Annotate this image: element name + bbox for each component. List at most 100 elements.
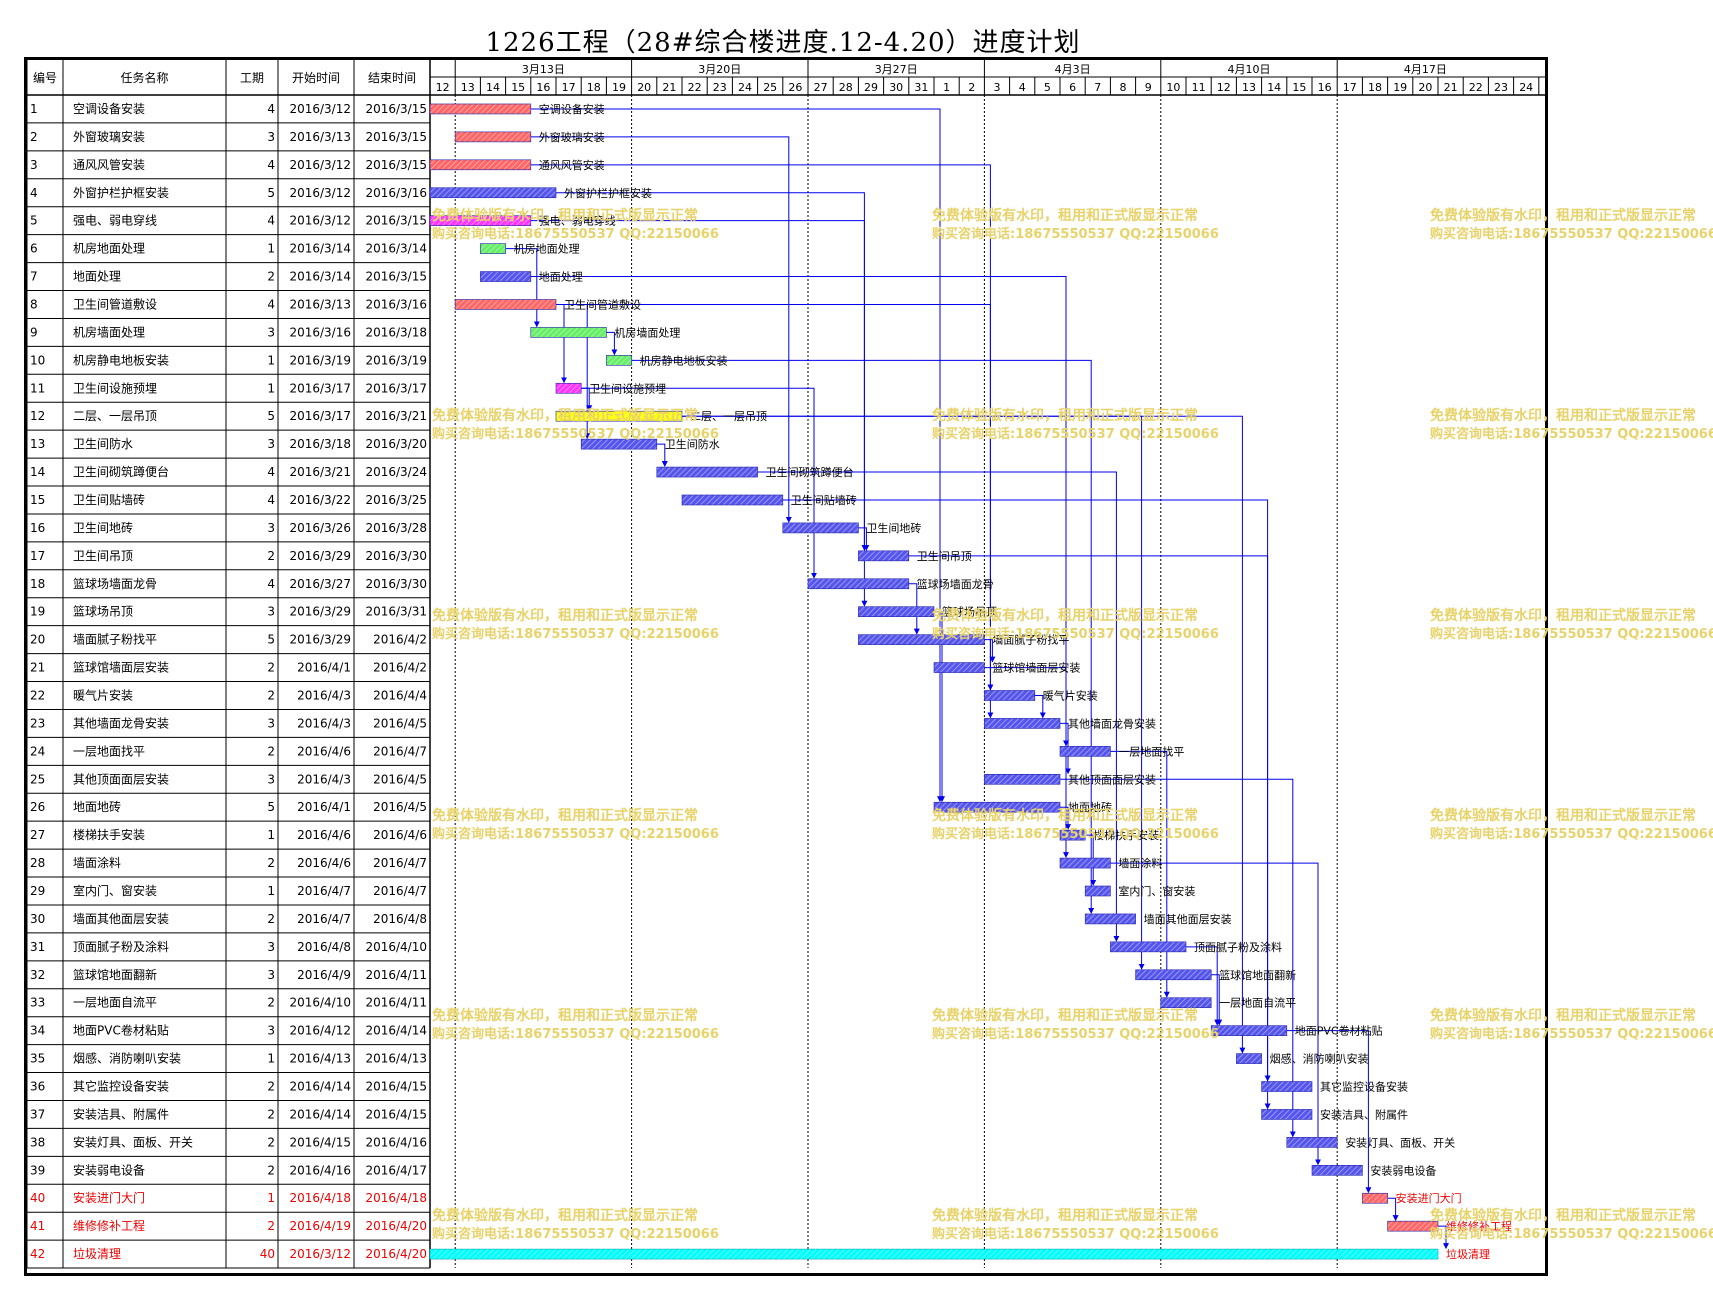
task-end: 2016/4/15 <box>365 1107 427 1121</box>
dependency-link <box>858 527 870 551</box>
task-end: 2016/3/20 <box>365 437 427 451</box>
task-bar <box>1059 829 1086 841</box>
task-name: 卫生间设施预埋 <box>73 381 157 395</box>
day-label: 13 <box>461 81 475 94</box>
task-end: 2016/4/20 <box>365 1247 427 1261</box>
task-id: 7 <box>30 270 38 284</box>
task-id: 16 <box>30 521 45 535</box>
task-end: 2016/4/2 <box>373 661 427 675</box>
watermark-line1: 免费体验版有水印，租用和正式版显示正常 <box>432 1007 698 1024</box>
dependency-link <box>1286 1030 1372 1194</box>
bar-label: 通风风管安装 <box>539 158 605 172</box>
task-bar <box>429 103 532 115</box>
watermark-line1: 免费体验版有水印，租用和正式版显示正常 <box>432 607 698 624</box>
task-duration: 5 <box>267 633 275 647</box>
watermark-line2: 购买咨询电话:18675550537 QQ:22150066 <box>1430 626 1713 642</box>
day-label: 20 <box>1418 81 1432 94</box>
bar-label: 外窗玻璃安装 <box>539 130 605 144</box>
watermark-line2: 购买咨询电话:18675550537 QQ:22150066 <box>932 226 1219 242</box>
task-start: 2016/3/29 <box>289 549 351 563</box>
day-label: 26 <box>788 81 802 94</box>
bar-label: 二层、一层吊顶 <box>690 410 767 423</box>
task-name: 卫生间贴墙砖 <box>73 492 145 507</box>
task-name: 室内门、窗安装 <box>73 883 157 898</box>
task-bar <box>807 578 910 590</box>
task-end: 2016/3/15 <box>365 130 427 144</box>
task-duration: 2 <box>267 856 275 870</box>
day-label: 10 <box>1166 81 1180 94</box>
bar-label: 安装灯具、面板、开关 <box>1345 1135 1455 1149</box>
task-start: 2016/4/13 <box>289 1052 351 1066</box>
watermark-line1: 免费体验版有水印，租用和正式版显示正常 <box>1430 207 1696 224</box>
dependency-link <box>984 667 1069 859</box>
header-start: 开始时间 <box>292 71 340 85</box>
day-label: 25 <box>763 81 777 94</box>
task-bar <box>1210 1025 1288 1036</box>
task-bar <box>429 1248 1439 1260</box>
task-start: 2016/3/14 <box>289 270 351 284</box>
dependency-link <box>1211 974 1223 1026</box>
task-end: 2016/3/14 <box>365 242 427 256</box>
task-end: 2016/3/16 <box>365 297 427 311</box>
task-bar <box>858 634 985 645</box>
dependency-link <box>984 639 996 663</box>
day-label: 29 <box>864 81 878 94</box>
bar-label: 安装弱电设备 <box>1370 1163 1436 1177</box>
day-label: 5 <box>1044 81 1051 94</box>
day-label: 13 <box>1242 81 1256 94</box>
week-label: 3月20日 <box>698 63 741 76</box>
dependency-link <box>1387 1197 1399 1222</box>
week-label: 3月27日 <box>875 63 918 76</box>
task-start: 2016/4/6 <box>297 828 351 842</box>
task-start: 2016/3/22 <box>289 493 351 507</box>
task-id: 36 <box>30 1080 45 1094</box>
dependency-link <box>556 303 994 719</box>
task-name: 空调设备安装 <box>73 101 145 116</box>
watermark-line2: 购买咨询电话:18675550537 QQ:22150066 <box>932 826 1219 842</box>
task-end: 2016/4/16 <box>365 1135 427 1149</box>
task-name: 篮球场吊顶 <box>73 604 133 619</box>
task-bar <box>1387 1220 1439 1232</box>
task-bar <box>1362 1192 1388 1204</box>
task-end: 2016/4/6 <box>373 828 427 842</box>
task-end: 2016/4/20 <box>365 1219 427 1233</box>
task-id: 12 <box>30 409 45 423</box>
task-name: 卫生间吊顶 <box>73 549 133 563</box>
task-duration: 2 <box>267 996 275 1010</box>
task-duration: 5 <box>267 800 275 814</box>
task-duration: 2 <box>267 744 275 758</box>
task-start: 2016/3/12 <box>289 1247 351 1261</box>
day-label: 12 <box>436 81 450 94</box>
task-start: 2016/3/12 <box>289 214 351 228</box>
task-end: 2016/4/10 <box>365 940 427 954</box>
dependency-link <box>631 359 1095 914</box>
task-end: 2016/3/15 <box>365 270 427 284</box>
task-start: 2016/4/7 <box>297 884 351 898</box>
task-id: 41 <box>30 1219 45 1233</box>
day-label: 12 <box>1217 81 1231 94</box>
task-start: 2016/4/3 <box>297 716 351 730</box>
bar-label: 暖气片安装 <box>1043 688 1098 702</box>
task-start: 2016/3/18 <box>289 437 351 451</box>
day-label: 1 <box>943 81 950 94</box>
task-bar <box>454 299 557 310</box>
task-name: 外窗护栏护框安装 <box>73 185 169 200</box>
task-duration: 3 <box>267 772 275 786</box>
watermark-line2: 购买咨询电话:18675550537 QQ:22150066 <box>932 626 1219 642</box>
task-id: 26 <box>30 800 45 814</box>
bar-label: 地面地砖 <box>1068 800 1112 814</box>
bar-label: 墙面其他面层安装 <box>1144 912 1232 926</box>
task-end: 2016/4/7 <box>373 856 427 870</box>
watermark-line1: 免费体验版有水印，租用和正式版显示正常 <box>932 1007 1198 1024</box>
task-id: 5 <box>30 214 38 228</box>
task-id: 24 <box>30 744 45 758</box>
task-bar <box>1261 1081 1313 1092</box>
task-name: 其他顶面面层安装 <box>73 771 169 786</box>
task-end: 2016/4/7 <box>373 884 427 898</box>
task-duration: 2 <box>267 270 275 284</box>
bar-label: 篮球馆地面翻新 <box>1219 968 1296 982</box>
task-id: 13 <box>30 437 45 451</box>
bar-label: 垃圾清理 <box>1446 1247 1490 1261</box>
task-name: 墙面腻子粉找平 <box>73 633 157 647</box>
bar-label: 卫生间贴墙砖 <box>791 493 857 507</box>
